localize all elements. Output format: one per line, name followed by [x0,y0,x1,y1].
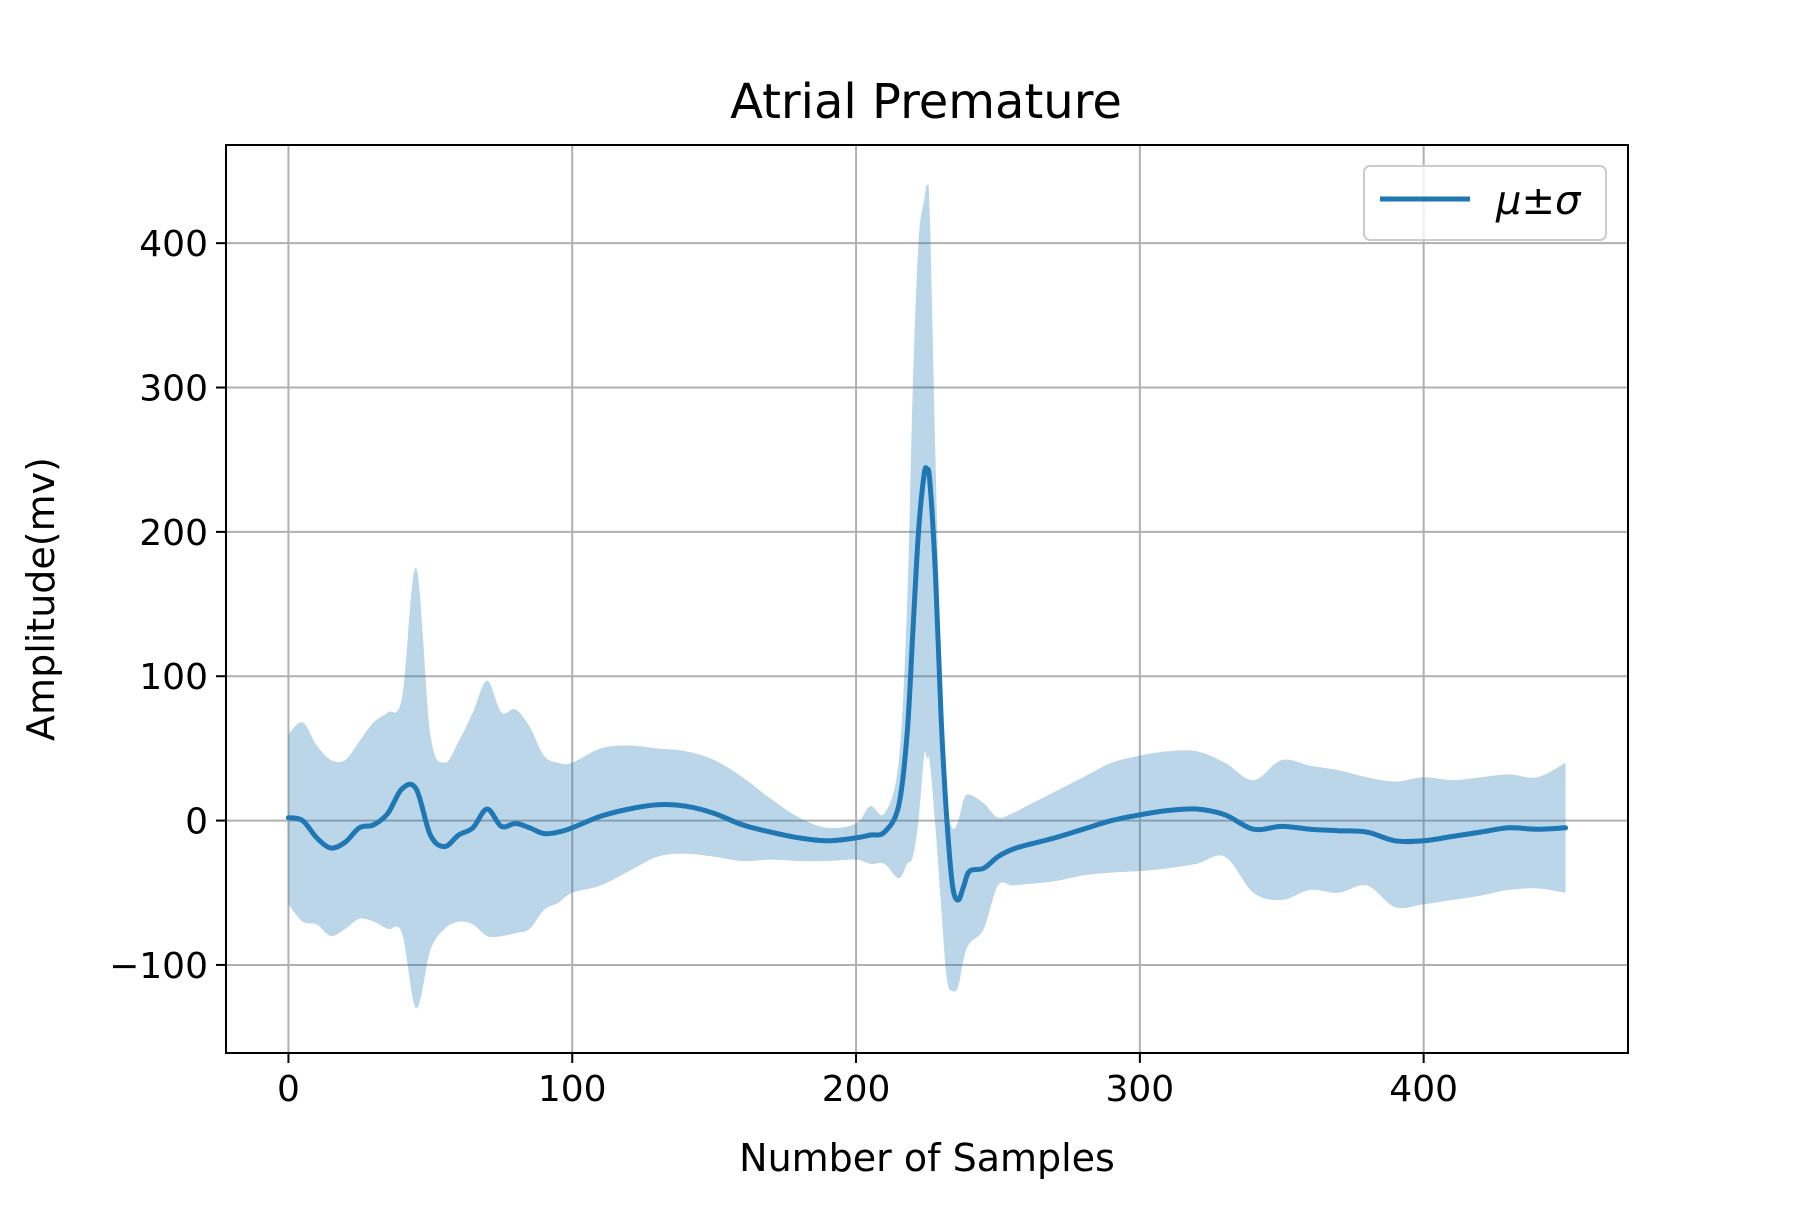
y-axis-label: Amplitude(mv) [19,457,63,741]
x-axis-label: Number of Samples [739,1136,1115,1180]
legend-box [1363,165,1607,241]
plot-frame [225,144,1629,1054]
legend: μ±σ [1363,165,1607,241]
y-tick-label: 0 [185,802,208,843]
x-tick-label: 0 [277,1069,300,1110]
mean-line [285,465,1569,903]
y-tick-label: 300 [139,369,208,410]
legend-entry-label: μ±σ [1495,178,1582,224]
y-tick-label: −100 [109,946,208,987]
grid-lines [226,145,1628,1053]
x-tick-label: 200 [822,1069,891,1110]
mean-line-layer [285,465,1569,903]
y-tick-label: 200 [139,513,208,554]
x-tick-label: 400 [1389,1069,1458,1110]
x-tick-label: 300 [1105,1069,1174,1110]
x-axis-ticks: 0 100 200 300 400 [277,1053,1458,1110]
chart-title: Atrial Premature [730,74,1122,130]
y-tick-label: 100 [139,657,208,698]
y-axis-ticks: −100 0 100 200 300 400 [109,224,226,987]
sigma-band [288,183,1566,1009]
sigma-band-layer [288,183,1566,1009]
y-tick-label: 400 [139,224,208,265]
x-tick-label: 100 [538,1069,607,1110]
